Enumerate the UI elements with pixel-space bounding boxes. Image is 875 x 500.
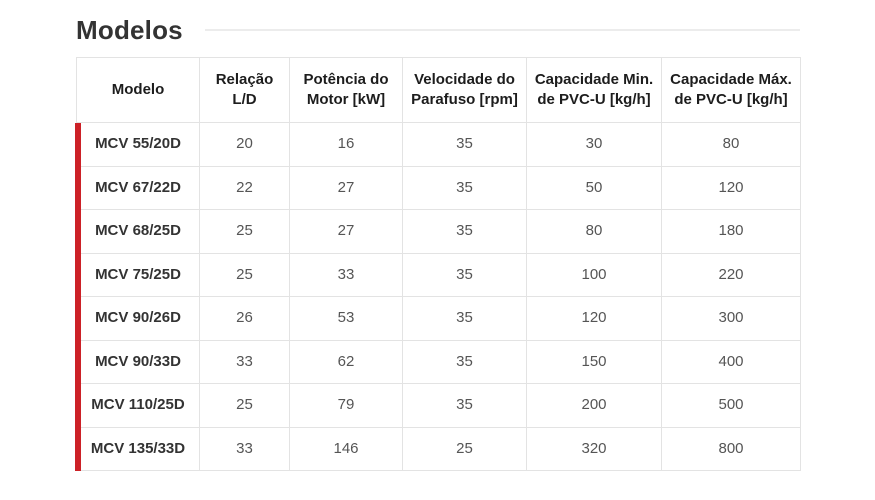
value-cell: 35 [402,339,527,384]
model-cell: MCV 68/25D [76,209,200,254]
table-row: MCV 135/33D 33 146 25 320 800 [76,426,801,471]
table-body: MCV 55/20D 20 16 35 30 80 MCV 67/22D 22 … [76,122,801,471]
value-cell: 320 [526,426,662,471]
value-cell: 25 [199,383,290,428]
value-cell: 80 [661,122,801,167]
value-cell: 35 [402,165,527,210]
value-cell: 30 [526,122,662,167]
value-cell: 26 [199,296,290,341]
value-cell: 35 [402,383,527,428]
value-cell: 150 [526,339,662,384]
value-cell: 35 [402,252,527,297]
model-cell: MCV 90/33D [76,339,200,384]
model-cell: MCV 90/26D [76,296,200,341]
model-cell: MCV 110/25D [76,383,200,428]
column-header-capacidade-min: Capacidade Min. de PVC-U [kg/h] [526,57,662,123]
value-cell: 62 [289,339,403,384]
value-cell: 79 [289,383,403,428]
table-row: MCV 90/33D 33 62 35 150 400 [76,339,801,384]
value-cell: 146 [289,426,403,471]
value-cell: 16 [289,122,403,167]
table-row: MCV 67/22D 22 27 35 50 120 [76,165,801,210]
model-cell: MCV 67/22D [76,165,200,210]
value-cell: 50 [526,165,662,210]
models-table-wrap: Modelo Relação L/D Potência do Motor [kW… [75,57,801,471]
page-title: Modelos [76,14,183,45]
value-cell: 300 [661,296,801,341]
value-cell: 33 [199,339,290,384]
value-cell: 27 [289,209,403,254]
models-table: Modelo Relação L/D Potência do Motor [kW… [76,57,801,471]
value-cell: 180 [661,209,801,254]
value-cell: 25 [199,252,290,297]
column-header-modelo: Modelo [76,57,200,123]
header-row: Modelo Relação L/D Potência do Motor [kW… [76,57,801,123]
value-cell: 800 [661,426,801,471]
table-row: MCV 68/25D 25 27 35 80 180 [76,209,801,254]
value-cell: 100 [526,252,662,297]
column-header-potencia: Potência do Motor [kW] [289,57,403,123]
column-header-relacao: Relação L/D [199,57,290,123]
value-cell: 35 [402,209,527,254]
value-cell: 80 [526,209,662,254]
value-cell: 25 [402,426,527,471]
value-cell: 20 [199,122,290,167]
value-cell: 22 [199,165,290,210]
value-cell: 220 [661,252,801,297]
value-cell: 400 [661,339,801,384]
value-cell: 35 [402,296,527,341]
table-header: Modelo Relação L/D Potência do Motor [kW… [76,57,801,123]
title-row: Modelos [76,14,800,46]
column-header-velocidade: Velocidade do Parafuso [rpm] [402,57,527,123]
value-cell: 120 [526,296,662,341]
value-cell: 27 [289,165,403,210]
value-cell: 33 [289,252,403,297]
table-row: MCV 90/26D 26 53 35 120 300 [76,296,801,341]
value-cell: 53 [289,296,403,341]
model-cell: MCV 135/33D [76,426,200,471]
value-cell: 120 [661,165,801,210]
model-cell: MCV 75/25D [76,252,200,297]
title-divider [204,29,800,31]
value-cell: 500 [661,383,801,428]
model-cell: MCV 55/20D [76,122,200,167]
table-row: MCV 75/25D 25 33 35 100 220 [76,252,801,297]
value-cell: 25 [199,209,290,254]
column-header-capacidade-max: Capacidade Máx. de PVC-U [kg/h] [661,57,801,123]
red-accent-bar [75,123,81,471]
value-cell: 33 [199,426,290,471]
table-row: MCV 110/25D 25 79 35 200 500 [76,383,801,428]
value-cell: 35 [402,122,527,167]
table-row: MCV 55/20D 20 16 35 30 80 [76,122,801,167]
value-cell: 200 [526,383,662,428]
